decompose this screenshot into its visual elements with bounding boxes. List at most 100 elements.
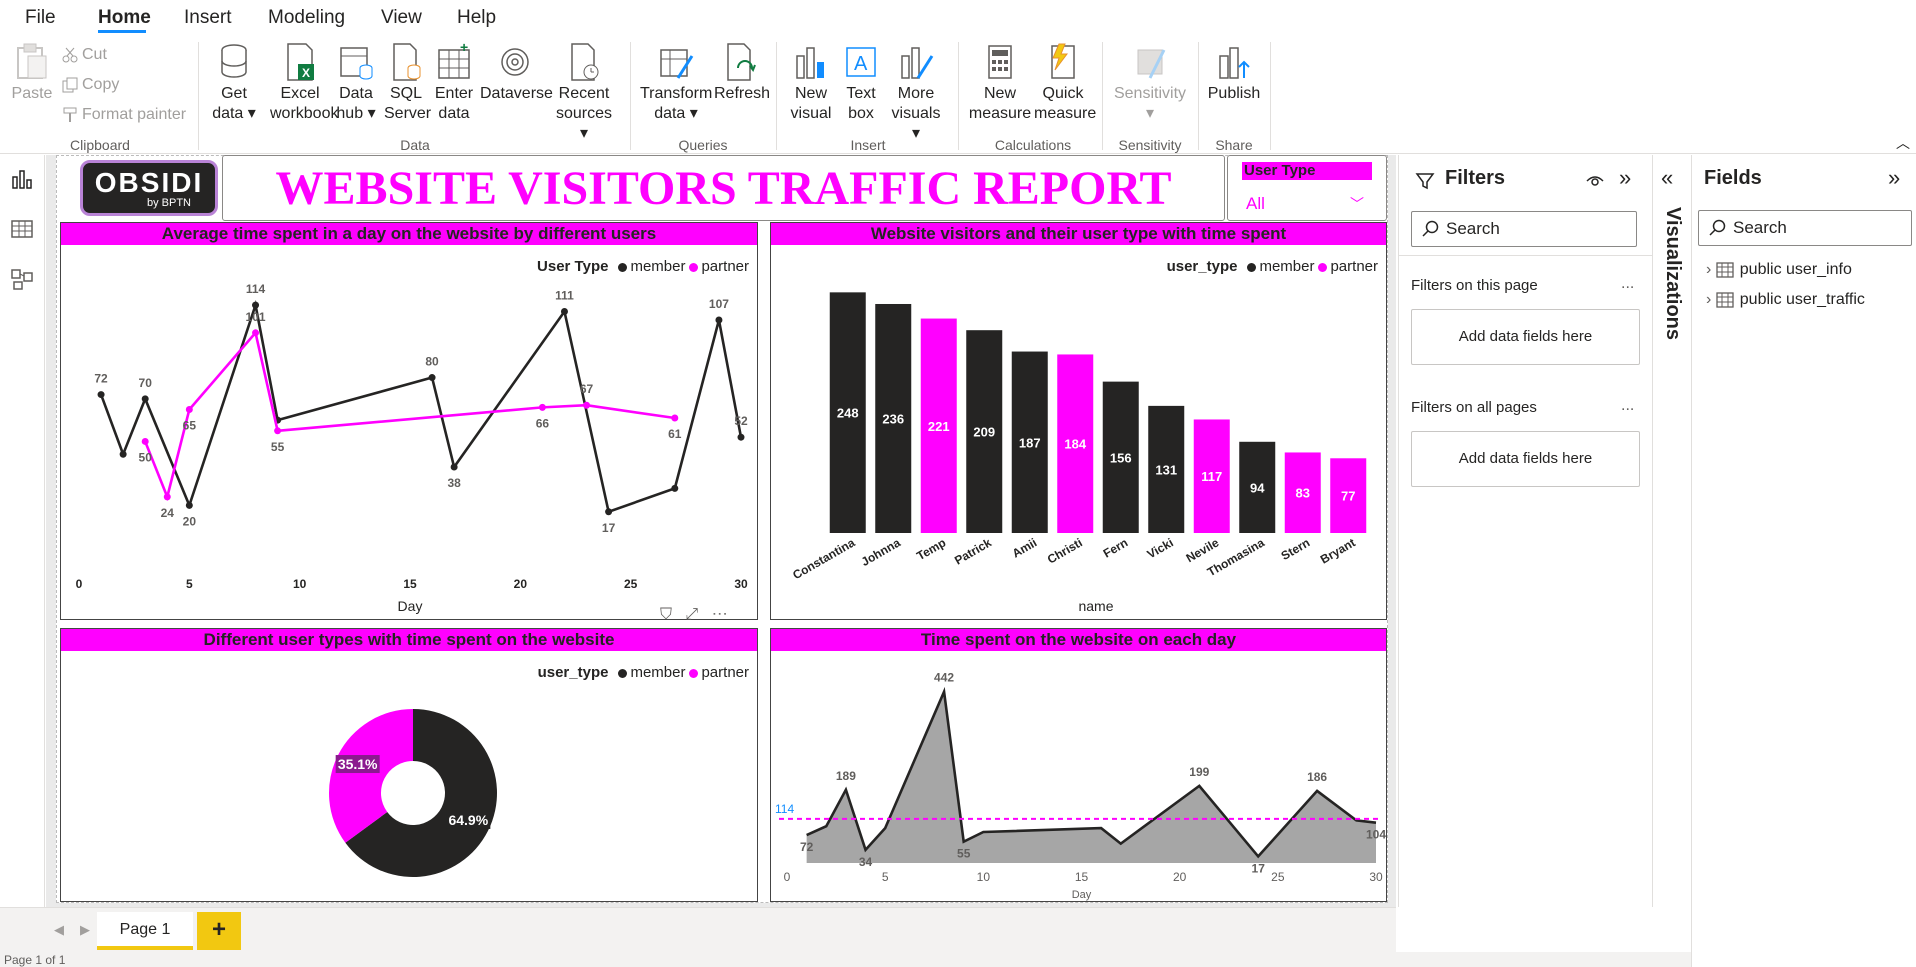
x-tick-label: 25 (624, 577, 638, 591)
table-icon (1716, 262, 1734, 278)
menu-insert[interactable]: Insert (184, 7, 232, 28)
filters-search-input[interactable]: Search (1411, 211, 1637, 247)
fields-search-input[interactable]: Search (1698, 210, 1912, 246)
refresh-button[interactable]: Refresh (714, 42, 770, 104)
chevron-down-icon: ▾ (689, 105, 698, 122)
bar-value-label: 131 (1155, 462, 1177, 477)
report-title-box[interactable]: WEBSITE VISITORS TRAFFIC REPORT (222, 155, 1225, 221)
excel-workbook-button[interactable]: X Excel workbook (270, 42, 338, 124)
report-view-icon[interactable] (10, 167, 34, 191)
line-chart-plot: 0 5 10 15 20 25 30 Day 72 70 20 114 80 38 111 17 107 52 50… (76, 282, 748, 614)
new-measure-button[interactable]: New measure (968, 42, 1032, 124)
data-label: 199 (1189, 765, 1209, 779)
sensitivity-label-icon (1137, 49, 1166, 79)
dataverse-button[interactable]: Dataverse (480, 42, 553, 104)
cut-button[interactable]: Cut (62, 46, 107, 64)
focus-mode-icon[interactable]: ⤢ (685, 606, 699, 623)
menu-file[interactable]: File (25, 7, 56, 28)
data-label: 72 (94, 372, 108, 386)
menu-modeling[interactable]: Modeling (268, 7, 346, 28)
slice-label-background (446, 810, 491, 829)
group-label-insert: Insert (850, 137, 886, 153)
fields-pane: Fields » Search › public user_info › pub… (1691, 155, 1916, 967)
model-view-icon[interactable] (10, 267, 34, 291)
fields-title: Fields (1704, 167, 1762, 189)
search-icon (1709, 219, 1726, 236)
data-label: 65 (183, 419, 197, 433)
more-options-icon[interactable]: ⋯ (711, 606, 728, 623)
field-table-user-info[interactable]: › public user_info (1706, 261, 1852, 278)
bar-constantina (829, 292, 866, 533)
visualizations-pane-collapsed[interactable]: « Visualizations (1652, 155, 1690, 907)
format-painter-button[interactable]: Format painter (62, 106, 186, 124)
eye-icon[interactable] (1585, 173, 1605, 189)
slicer-selected-value[interactable]: All (1246, 194, 1265, 213)
new-visual-button[interactable]: New visual (786, 42, 836, 124)
bar-value-label: 236 (882, 411, 904, 426)
donut-chart-visual[interactable]: Different user types with time spent on … (60, 628, 758, 902)
copy-button[interactable]: Copy (62, 76, 119, 94)
collapse-fields-icon[interactable]: » (1888, 165, 1901, 190)
copy-icon (62, 77, 78, 93)
line-chart-visual[interactable]: Average time spent in a day on the websi… (60, 222, 758, 620)
page-filter-drop-zone[interactable]: Add data fields here (1411, 309, 1640, 365)
collapse-filters-icon[interactable]: » (1619, 165, 1632, 190)
bar-chart-visual[interactable]: Website visitors and their user type wit… (770, 222, 1387, 620)
user-type-slicer[interactable]: User Type All ﹀ (1227, 155, 1387, 221)
enter-data-button[interactable]: + Enter data (432, 42, 476, 124)
data-point-member (715, 316, 723, 324)
filter-icon[interactable]: ⛉ (660, 606, 673, 623)
paste-button[interactable]: Paste (10, 42, 54, 104)
search-icon (1422, 220, 1439, 237)
prev-page-icon[interactable]: ◀ (54, 922, 64, 937)
data-label: 70 (139, 376, 153, 390)
quick-measure-button[interactable]: Quick measure (1034, 42, 1096, 124)
area-fill (806, 691, 1376, 863)
area-chart-visual[interactable]: Time spent on the website on each day 11… (770, 628, 1387, 902)
sensitivity-button[interactable]: Sensitivity ▾ (1112, 42, 1188, 124)
series-line-partner (143, 329, 675, 502)
more-options-icon[interactable]: ... (1621, 275, 1635, 292)
data-hub-button[interactable]: Data hub ▾ (334, 42, 378, 124)
menu-view[interactable]: View (381, 7, 422, 28)
bar-value-label: 209 (973, 425, 995, 440)
sql-server-button[interactable]: SQL Server (384, 42, 431, 124)
chevron-right-icon[interactable]: › (1706, 291, 1712, 308)
field-table-user-traffic[interactable]: › public user_traffic (1706, 291, 1865, 308)
x-tick-label: 0 (784, 870, 791, 884)
data-point-member (185, 501, 193, 509)
bar-thomasina (1239, 441, 1276, 533)
ribbon-separator (776, 42, 777, 150)
view-switcher (0, 155, 45, 915)
filters-pane: Filters » Search Filters on this page ..… (1398, 155, 1652, 907)
chevron-right-icon[interactable]: › (1706, 261, 1712, 278)
recent-sources-button[interactable]: Recent sources ▾ (552, 42, 616, 144)
menu-help[interactable]: Help (457, 7, 497, 28)
calculator-icon (988, 45, 1012, 79)
more-visuals-button[interactable]: More visuals ▾ (886, 42, 946, 144)
divider (1399, 255, 1652, 256)
expand-visualizations-icon[interactable]: « (1661, 165, 1674, 190)
chevron-down-icon[interactable]: ﹀ (1350, 196, 1364, 212)
data-hub-icon (340, 47, 373, 80)
menu-home[interactable]: Home (98, 7, 151, 28)
text-box-button[interactable]: A Text box (840, 42, 882, 124)
filters-title: Filters (1445, 167, 1506, 189)
ribbon-separator (198, 42, 199, 150)
data-point-partner (538, 403, 546, 411)
database-icon (221, 44, 247, 78)
get-data-button[interactable]: Get data ▾ (208, 42, 260, 124)
bar-value-label: 221 (928, 419, 950, 434)
collapse-ribbon-icon[interactable]: ︿ (1896, 135, 1910, 151)
transform-data-button[interactable]: Transform data ▾ (640, 42, 712, 124)
page-tab-1[interactable]: Page 1 (97, 912, 193, 950)
all-pages-filter-drop-zone[interactable]: Add data fields here (1411, 431, 1640, 487)
group-label-queries: Queries (678, 137, 728, 153)
add-page-button[interactable]: + (197, 912, 241, 950)
data-view-icon[interactable] (10, 217, 34, 241)
next-page-icon[interactable]: ▶ (80, 922, 90, 937)
more-options-icon[interactable]: ... (1621, 397, 1635, 414)
data-label: 186 (1307, 770, 1327, 784)
publish-button[interactable]: Publish (1206, 42, 1262, 104)
